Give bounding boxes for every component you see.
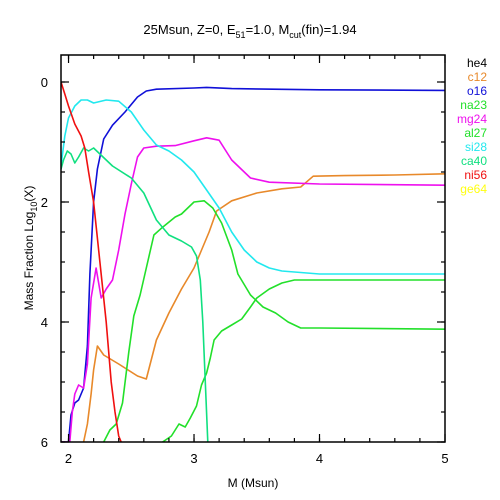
chart-title: 25Msun, Z=0, E51=1.0, Mcut(fin)=1.94 bbox=[143, 22, 356, 40]
series-line-na23 bbox=[162, 279, 445, 442]
series-line-al27 bbox=[102, 200, 445, 442]
plot-frame bbox=[60, 54, 446, 443]
legend-entry-na23: na23 bbox=[460, 98, 487, 112]
series-line-c12 bbox=[82, 173, 445, 442]
legend-entry-he4: he4 bbox=[467, 56, 487, 70]
x-tick-label: 2 bbox=[65, 451, 72, 466]
legend-entry-mg24: mg24 bbox=[457, 112, 487, 126]
x-tick-label: 5 bbox=[441, 451, 448, 466]
legend-entry-ni56: ni56 bbox=[464, 168, 487, 182]
y-tick-label: 6 bbox=[41, 435, 48, 450]
series-line-ni56 bbox=[61, 81, 122, 442]
y-tick-label: 0 bbox=[41, 75, 48, 90]
legend-entry-ca40: ca40 bbox=[461, 154, 487, 168]
legend-entry-si28: si28 bbox=[465, 140, 487, 154]
series-line-mg24 bbox=[61, 137, 445, 442]
series-line-ca40 bbox=[61, 147, 209, 442]
series-layer bbox=[61, 81, 445, 442]
y-tick-label: 2 bbox=[41, 195, 48, 210]
series-line-si28 bbox=[61, 99, 445, 275]
y-axis-label: Mass Fraction Log10(X) bbox=[22, 186, 39, 311]
x-axis-label: M (Msun) bbox=[228, 476, 279, 490]
axis-ticks: 2 3 4 5 0 2 4 6 bbox=[41, 55, 449, 466]
legend-entry-c12: c12 bbox=[468, 70, 488, 84]
x-tick-label: 4 bbox=[316, 451, 323, 466]
legend-entry-al27: al27 bbox=[464, 126, 487, 140]
y-tick-label: 4 bbox=[41, 315, 48, 330]
series-line-o16 bbox=[61, 86, 445, 442]
x-tick-label: 3 bbox=[190, 451, 197, 466]
legend-entry-ge64: ge64 bbox=[460, 182, 487, 196]
legend-entry-o16: o16 bbox=[467, 84, 487, 98]
